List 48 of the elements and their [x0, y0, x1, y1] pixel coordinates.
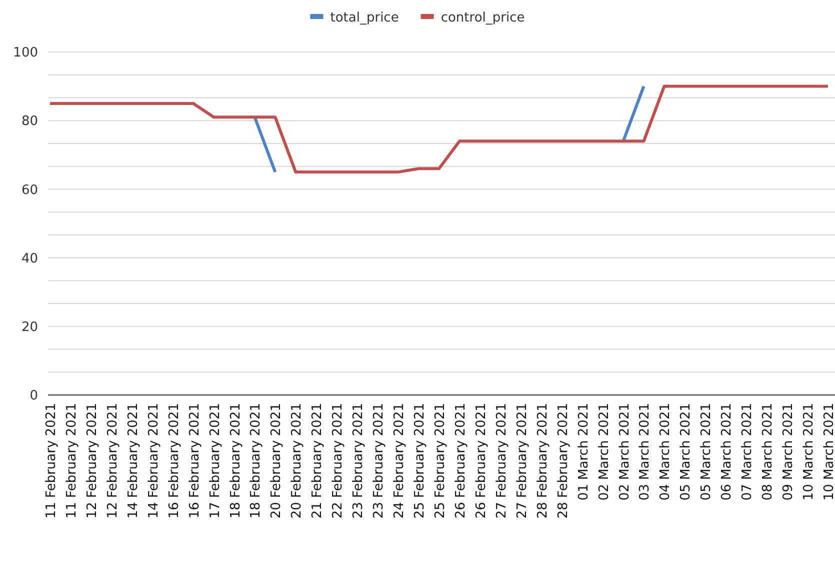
y-tick-label: 80	[21, 114, 38, 130]
x-tick-label: 21 February 2021	[310, 403, 326, 518]
x-tick-label: 25 February 2021	[433, 403, 448, 518]
x-tick-label: 03 March 2021	[638, 403, 653, 501]
x-tick-label: 07 March 2021	[740, 403, 756, 501]
y-tick-label: 0	[30, 388, 38, 404]
x-tick-label: 10 March 2021	[822, 403, 835, 501]
x-tick-label: 02 March 2021	[617, 403, 632, 501]
x-tick-label: 01 March 2021	[576, 403, 592, 501]
x-tick-label: 16 February 2021	[187, 403, 202, 518]
x-tick-label: 28 February 2021	[556, 403, 571, 518]
x-tick-label: 25 February 2021	[412, 403, 428, 518]
x-tick-label: 14 February 2021	[126, 403, 141, 518]
x-tick-label: 26 February 2021	[474, 403, 489, 518]
x-tick-label: 23 February 2021	[351, 403, 366, 518]
x-tick-label: 05 March 2021	[678, 403, 694, 501]
x-tick-label: 23 February 2021	[372, 403, 387, 518]
y-tick-label: 60	[21, 182, 38, 198]
x-tick-label: 18 February 2021	[248, 403, 264, 518]
x-tick-label: 14 February 2021	[146, 403, 162, 518]
x-tick-label: 22 February 2021	[330, 403, 346, 518]
x-tick-label: 05 March 2021	[699, 403, 714, 501]
x-tick-label: 12 February 2021	[84, 403, 100, 518]
x-tick-label: 27 February 2021	[514, 403, 530, 518]
line-series	[48, 84, 830, 174]
x-tick-label: 12 February 2021	[105, 403, 120, 518]
x-tick-label: 04 March 2021	[658, 403, 674, 501]
x-tick-label: 26 February 2021	[453, 403, 468, 518]
legend-label: control_price	[440, 10, 525, 26]
x-tick-label: 18 February 2021	[228, 403, 244, 518]
y-tick-label: 100	[13, 46, 38, 61]
x-tick-label: 06 March 2021	[720, 403, 735, 501]
y-tick-label: 20	[21, 320, 38, 335]
x-tick-label: 11 February 2021	[64, 403, 80, 518]
x-tick-label: 28 February 2021	[535, 403, 550, 518]
x-tick-label: 27 February 2021	[494, 403, 510, 518]
x-tick-label: 02 March 2021	[596, 403, 612, 501]
y-tick-label: 40	[21, 251, 38, 266]
x-tick-label: 08 March 2021	[760, 403, 776, 501]
x-tick-label: 09 March 2021	[781, 403, 796, 501]
x-tick-label: 20 February 2021	[290, 403, 305, 518]
x-tick-label: 11 February 2021	[44, 403, 59, 518]
x-tick-label: 10 March 2021	[802, 403, 817, 501]
x-tick-label: 20 February 2021	[269, 403, 284, 518]
legend-label: total_price	[330, 10, 399, 26]
x-tick-label: 16 February 2021	[166, 403, 182, 518]
x-tick-label: 24 February 2021	[392, 403, 408, 518]
x-tick-label: 17 February 2021	[208, 403, 223, 518]
